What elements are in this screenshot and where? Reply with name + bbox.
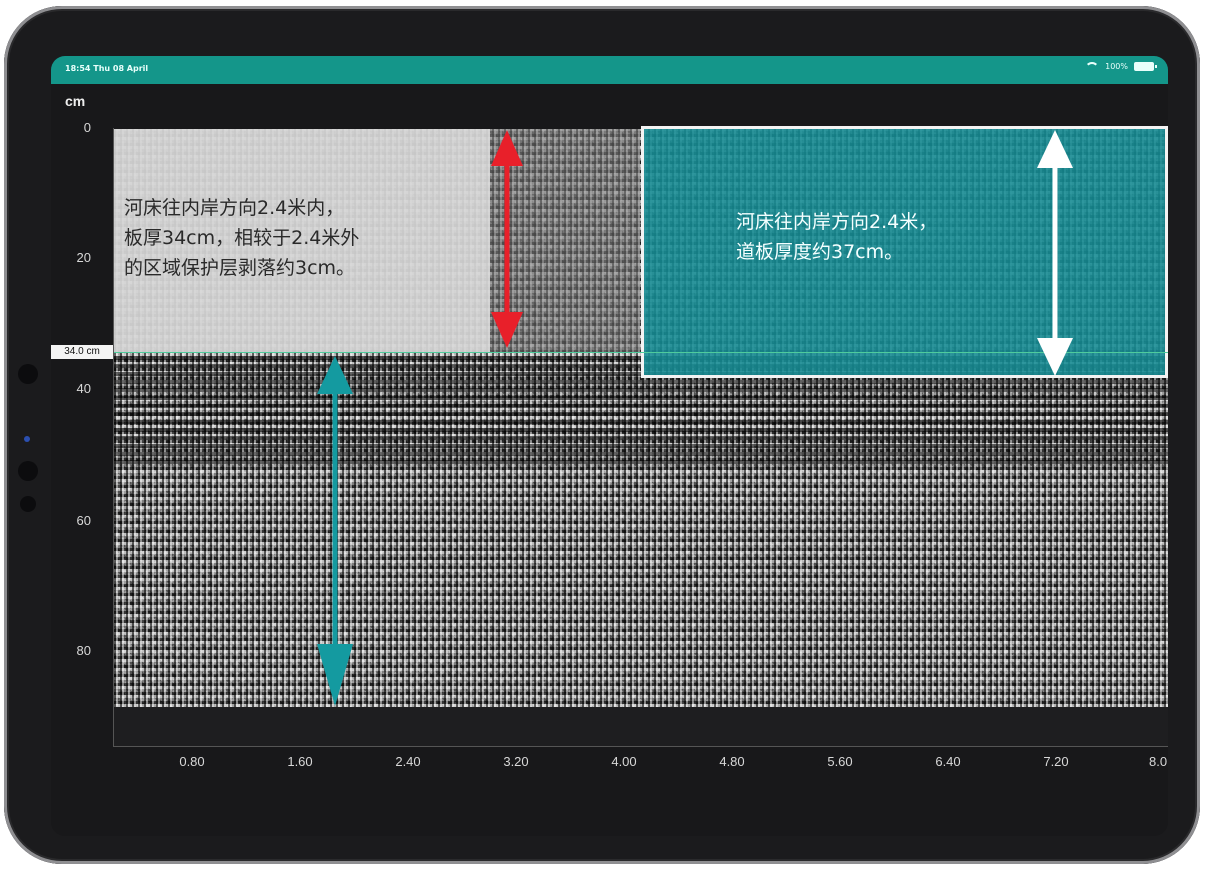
- tablet-frame: 18:54 Thu 08 April 100% cm 0 20 40 60 80…: [4, 6, 1200, 864]
- teal-double-arrow-icon: [317, 356, 353, 706]
- camera-dot: [24, 436, 30, 442]
- depth-marker-label[interactable]: 34.0 cm: [51, 345, 113, 359]
- status-right: 100%: [1085, 62, 1157, 71]
- annotation-left-text: 河床往内岸方向2.4米内， 板厚34cm，相较于2.4米外 的区域保护层剥落约3…: [124, 197, 360, 279]
- y-tick-0: 0: [83, 120, 91, 135]
- battery-icon: [1134, 62, 1157, 71]
- y-tick-20: 20: [76, 250, 91, 265]
- y-tick-80: 80: [76, 643, 91, 658]
- battery-percent: 100%: [1105, 62, 1128, 71]
- plot-frame: [113, 128, 1168, 747]
- annotation-right-box: 河床往内岸方向2.4米， 道板厚度约37cm。: [641, 126, 1168, 378]
- x-tick-4-80: 4.80: [719, 754, 745, 769]
- side-button-top: [18, 364, 38, 384]
- x-tick-3-20: 3.20: [503, 754, 529, 769]
- status-bar: 18:54 Thu 08 April 100%: [51, 56, 1168, 84]
- app-screen: 18:54 Thu 08 April 100% cm 0 20 40 60 80…: [51, 56, 1168, 836]
- plot-bottom-band: [114, 707, 1168, 746]
- red-double-arrow-icon: [491, 130, 523, 348]
- annotation-right-text: 河床往内岸方向2.4米， 道板厚度约37cm。: [736, 211, 938, 263]
- y-axis-unit: cm: [65, 93, 86, 109]
- y-tick-60: 60: [76, 513, 91, 528]
- y-tick-40: 40: [76, 381, 91, 396]
- x-tick-6-40: 6.40: [935, 754, 961, 769]
- depth-marker-line[interactable]: [114, 352, 1168, 353]
- wifi-icon: [1085, 62, 1100, 71]
- annotation-left-box: 河床往内岸方向2.4米内， 板厚34cm，相较于2.4米外 的区域保护层剥落约3…: [114, 129, 490, 352]
- status-time: 18:54 Thu 08 April: [65, 64, 149, 73]
- x-tick-4-00: 4.00: [611, 754, 637, 769]
- x-tick-8-0: 8.0: [1149, 754, 1168, 769]
- white-double-arrow-icon: [1037, 130, 1073, 376]
- x-tick-5-60: 5.60: [827, 754, 853, 769]
- x-tick-7-20: 7.20: [1043, 754, 1069, 769]
- x-tick-2-40: 2.40: [395, 754, 421, 769]
- x-tick-1-60: 1.60: [287, 754, 313, 769]
- arrow-overlay: [317, 130, 1073, 706]
- x-tick-0-80: 0.80: [179, 754, 205, 769]
- side-button-middle: [18, 461, 38, 481]
- side-button-bottom: [20, 496, 36, 512]
